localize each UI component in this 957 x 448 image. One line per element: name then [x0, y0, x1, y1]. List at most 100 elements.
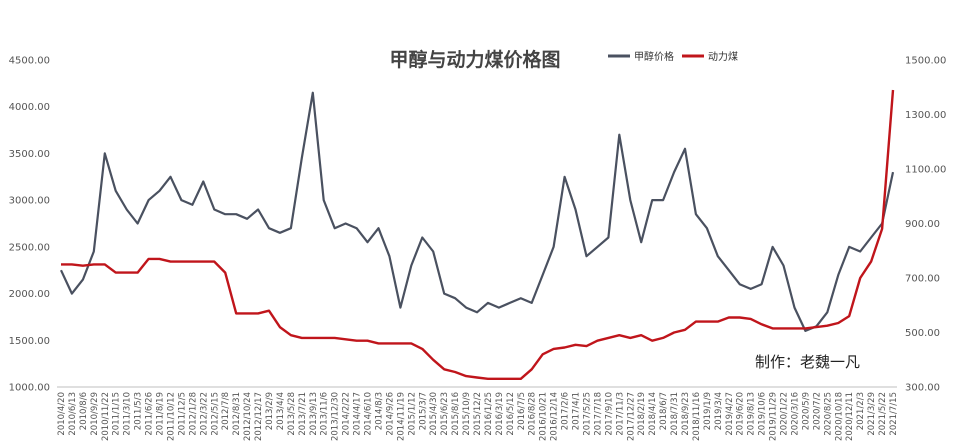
point-coal [443, 368, 445, 370]
x-tick-label: 2020/7/2 [812, 392, 822, 430]
point-coal [60, 263, 62, 265]
point-methanol [695, 213, 697, 215]
y-left-tick-label: 1500.00 [9, 336, 50, 347]
point-methanol [750, 288, 752, 290]
credit-annotation: 制作：老魏一凡 [755, 353, 860, 371]
point-methanol [410, 264, 412, 266]
point-methanol [498, 306, 500, 308]
series-line-coal [61, 89, 895, 380]
y-axis-left: 1000.00 1500.00 2000.00 2500.00 3000.00 3500.… [9, 56, 50, 394]
x-tick-label: 2019/4/27 [725, 392, 735, 436]
x-tick-label: 2016/1/25 [484, 392, 494, 436]
point-methanol [191, 204, 193, 206]
point-methanol [355, 227, 357, 229]
point-coal [421, 348, 423, 350]
point-methanol [793, 306, 795, 308]
point-methanol [136, 222, 138, 224]
point-methanol [268, 227, 270, 229]
point-coal [82, 265, 84, 267]
x-tick-label: 2018/11/16 [692, 392, 702, 441]
point-methanol [717, 255, 719, 257]
point-methanol [859, 250, 861, 252]
y-right-tick-label: 700.00 [905, 274, 940, 285]
x-tick-label: 2018/6/7 [659, 392, 669, 430]
point-coal [268, 310, 270, 312]
y-left-tick-label: 2500.00 [9, 242, 50, 253]
x-tick-label: 2020/10/18 [834, 392, 844, 441]
x-tick-label: 2012/12/17 [254, 392, 264, 441]
point-coal [377, 342, 379, 344]
y-right-tick-label: 1500.00 [905, 56, 946, 67]
x-tick-label: 2015/1/12 [407, 392, 417, 436]
x-tick-label: 2021/5/22 [878, 392, 888, 436]
x-tick-label: 2017/4/1 [572, 392, 582, 430]
point-methanol [552, 246, 554, 248]
point-coal [476, 376, 478, 378]
point-methanol [443, 292, 445, 294]
y-left-tick-label: 4000.00 [9, 102, 50, 113]
x-tick-label: 2014/9/26 [385, 392, 395, 436]
point-methanol [202, 180, 204, 182]
point-coal [334, 337, 336, 339]
point-methanol [104, 152, 106, 154]
x-tick-label: 2011/12/5 [177, 392, 187, 436]
point-coal [629, 337, 631, 339]
point-coal [246, 312, 248, 314]
point-methanol [870, 236, 872, 238]
point-methanol [432, 250, 434, 252]
x-tick-label: 2010/8/6 [79, 392, 89, 430]
point-methanol [629, 199, 631, 201]
x-tick-label: 2010/11/22 [101, 392, 111, 441]
point-coal [454, 371, 456, 373]
point-methanol [476, 311, 478, 313]
point-coal [804, 327, 806, 329]
x-tick-label: 2016/10/21 [539, 392, 549, 441]
point-methanol [377, 227, 379, 229]
x-tick-label: 2012/1/28 [188, 392, 198, 436]
y-axis-right: 300.00 500.00 700.00 900.00 1100.00 1300.00 15… [905, 56, 946, 394]
legend-label-methanol: 甲醇价格 [634, 50, 674, 63]
x-tick-label: 2019/1/9 [703, 392, 713, 430]
point-coal [344, 338, 346, 340]
point-coal [651, 340, 653, 342]
point-methanol [826, 311, 828, 313]
point-coal [563, 346, 565, 348]
point-methanol [147, 199, 149, 201]
point-methanol [728, 269, 730, 271]
x-tick-label: 2013/9/13 [309, 392, 319, 436]
x-tick-label: 2018/4/14 [648, 392, 658, 436]
legend: 甲醇价格 动力煤 [608, 50, 738, 63]
x-tick-label: 2021/7/15 [889, 392, 899, 436]
point-methanol [520, 297, 522, 299]
x-tick-label: 2020/1/22 [780, 392, 790, 436]
point-coal [202, 260, 204, 262]
x-tick-label: 2016/3/19 [495, 392, 505, 436]
point-coal [826, 325, 828, 327]
y-right-tick-label: 900.00 [905, 219, 940, 230]
point-coal [837, 322, 839, 324]
x-tick-label: 2011/5/3 [134, 392, 144, 430]
point-coal [892, 89, 894, 91]
x-tick-label: 2018/2/19 [637, 392, 647, 436]
x-tick-label: 2014/6/10 [364, 392, 374, 436]
point-coal [793, 327, 795, 329]
point-methanol [290, 227, 292, 229]
point-coal [531, 368, 533, 370]
point-coal [771, 327, 773, 329]
point-coal [257, 312, 259, 314]
chart-title: 甲醇与动力煤价格图 [389, 48, 560, 71]
point-methanol [673, 171, 675, 173]
point-coal [520, 378, 522, 380]
x-tick-label: 2017/5/25 [582, 392, 592, 436]
x-tick-label: 2019/6/20 [736, 392, 746, 436]
x-tick-label: 2014/8/3 [374, 392, 384, 430]
point-coal [432, 359, 434, 361]
point-methanol [169, 176, 171, 178]
point-coal [585, 345, 587, 347]
point-methanol [585, 255, 587, 257]
x-tick-label: 2020/12/11 [845, 392, 855, 441]
point-coal [224, 271, 226, 273]
x-tick-label: 2010/4/20 [57, 392, 67, 436]
x-tick-label: 2015/3/7 [418, 392, 428, 430]
x-tick-label: 2012/7/8 [221, 392, 231, 430]
